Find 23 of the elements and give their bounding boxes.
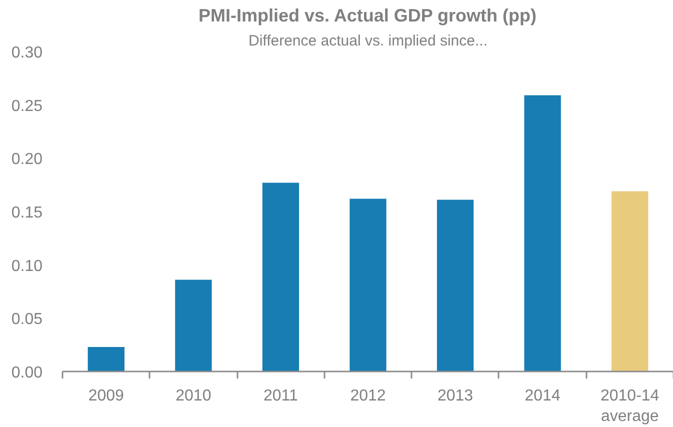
y-tick-label: 0.15 (11, 204, 43, 222)
x-tick-label: 2009 (88, 388, 124, 404)
x-tick-label: 2011 (264, 388, 298, 404)
bar (88, 346, 124, 372)
x-tick-label: 2010-14 average (600, 388, 660, 425)
x-tick-label: 2014 (524, 388, 560, 404)
bar (436, 200, 474, 372)
y-tick-label: 0.20 (11, 151, 43, 168)
bar (350, 198, 386, 372)
y-tick-label: 0.10 (11, 258, 43, 275)
x-tick-label: 2013 (437, 388, 474, 404)
y-tick-label: 0.30 (11, 44, 43, 62)
x-tick-label: 2010 (176, 388, 212, 404)
y-tick-label: 0.05 (11, 311, 43, 328)
y-tick-label: 0.00 (11, 364, 43, 382)
bar (612, 191, 648, 372)
bar (524, 95, 561, 372)
bar (262, 182, 300, 372)
chart-title: PMI-Implied vs. Actual GDP growth (pp) (198, 6, 537, 26)
chart-subtitle: Difference actual vs. implied since... (248, 32, 488, 50)
x-tick-label: 2012 (350, 388, 386, 404)
y-tick-label: 0.25 (11, 98, 43, 115)
bar (175, 280, 212, 372)
